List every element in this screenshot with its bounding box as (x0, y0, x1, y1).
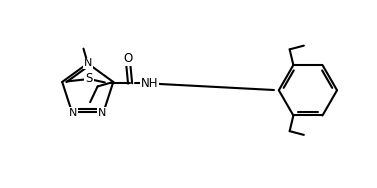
Text: N: N (69, 108, 77, 118)
Text: N: N (84, 58, 92, 68)
Text: NH: NH (141, 77, 158, 90)
Text: O: O (124, 52, 133, 65)
Text: N: N (98, 108, 107, 118)
Text: S: S (85, 73, 93, 86)
